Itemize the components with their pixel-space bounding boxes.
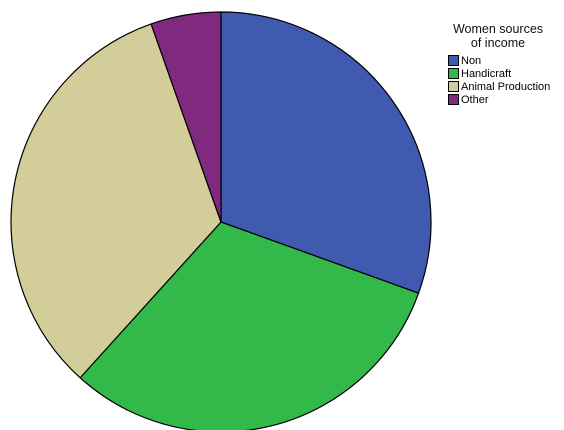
legend-label-other: Other xyxy=(461,93,489,106)
legend-swatch-non xyxy=(448,55,459,66)
legend-item-animal-production: Animal Production xyxy=(448,80,560,93)
legend: Women sources of income Non Handicraft Ani… xyxy=(448,22,560,106)
legend-label-handicraft: Handicraft xyxy=(461,67,512,80)
legend-label-animal-production: Animal Production xyxy=(461,80,551,93)
legend-swatch-handicraft xyxy=(448,68,459,79)
legend-title-line-1: Women sources xyxy=(452,22,544,36)
pie-slice-non xyxy=(220,11,432,294)
legend-title: Women sources of income xyxy=(448,22,548,50)
pie-slice-handicraft xyxy=(79,221,420,430)
legend-swatch-animal-production xyxy=(448,81,459,92)
pie-slice-animal-production xyxy=(10,23,222,379)
legend-item-non: Non xyxy=(448,54,560,67)
legend-label-non: Non xyxy=(461,54,482,67)
legend-title-line-2: of income xyxy=(470,36,526,50)
pie-slice-other xyxy=(150,11,222,223)
legend-item-handicraft: Handicraft xyxy=(448,67,560,80)
legend-item-other: Other xyxy=(448,93,560,106)
legend-swatch-other xyxy=(448,94,459,105)
legend-items: Non Handicraft Animal Production Other xyxy=(448,54,560,106)
